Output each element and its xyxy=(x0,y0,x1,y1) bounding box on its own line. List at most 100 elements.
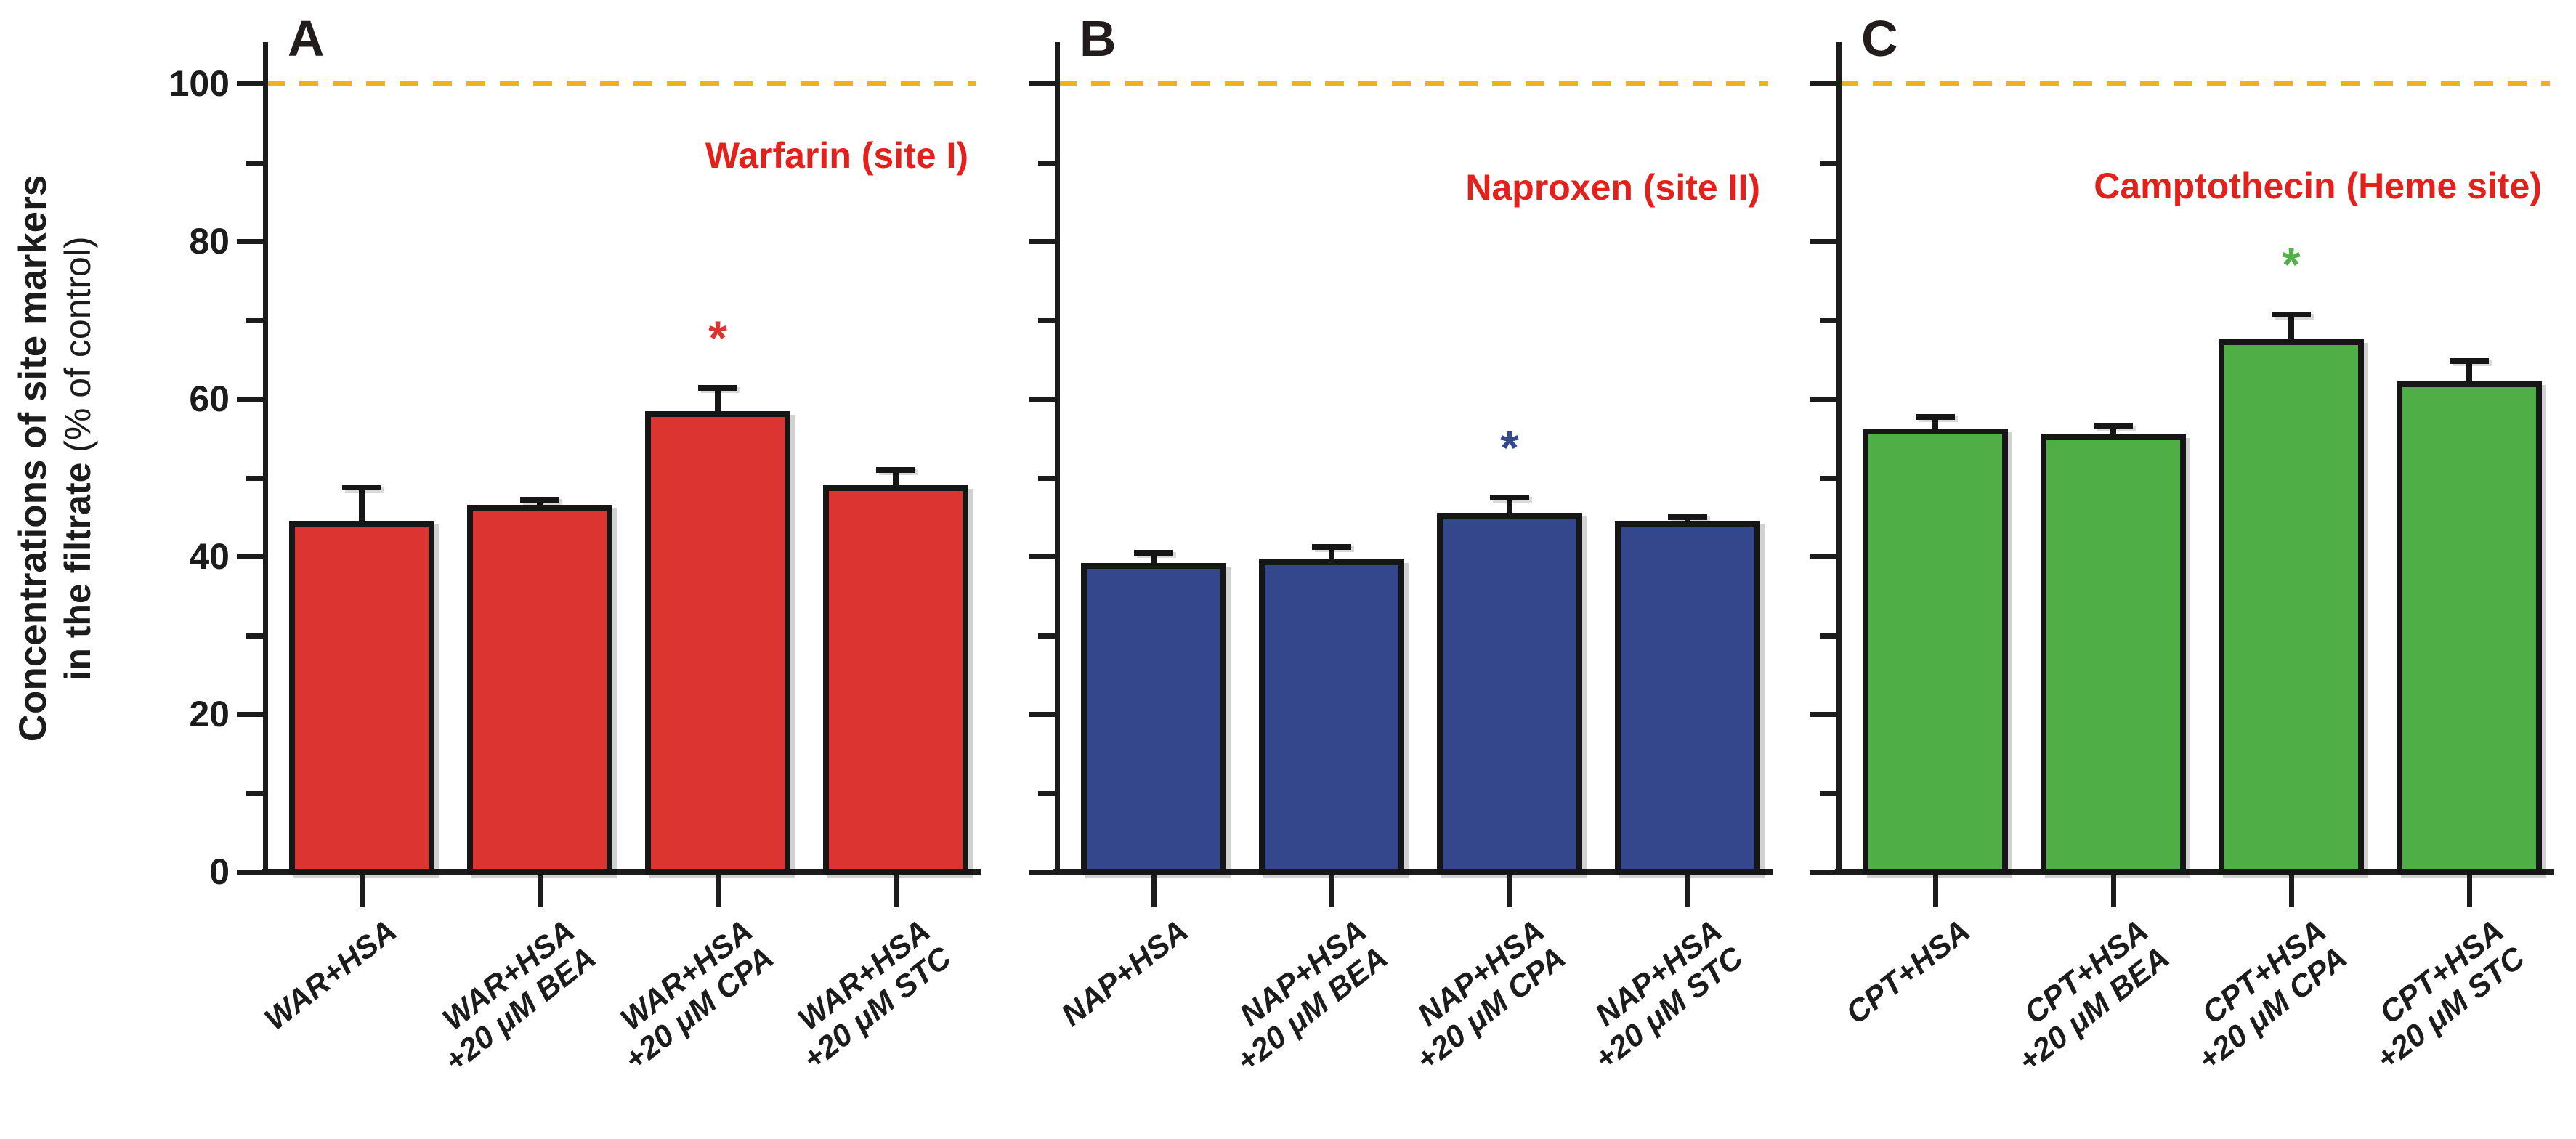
y-axis-minor-tick xyxy=(1038,790,1055,796)
error-bar-stem xyxy=(893,469,899,486)
significance-asterisk: * xyxy=(1500,420,1519,474)
y-axis-tick-label: 0 xyxy=(209,851,230,892)
y-axis-minor-tick xyxy=(1038,475,1055,481)
bar-c4 xyxy=(2397,381,2542,875)
bar-c3 xyxy=(2219,339,2364,875)
x-axis-tick xyxy=(1933,875,1938,907)
y-axis-major-tick xyxy=(1810,554,1836,559)
error-bar-cap xyxy=(342,484,381,490)
y-axis-minor-tick xyxy=(1820,160,1836,166)
panel-letter: A xyxy=(288,10,325,67)
bar-a3 xyxy=(645,411,790,875)
bar-b3 xyxy=(1437,513,1582,875)
y-axis-minor-tick xyxy=(246,475,263,481)
y-axis-major-tick xyxy=(1810,239,1836,244)
y-axis-major-tick xyxy=(237,554,263,559)
panel-title: Camptothecin (Heme site) xyxy=(2094,166,2542,206)
x-category-label: WAR+HSA xyxy=(258,913,403,1038)
x-category-label: NAP+HSA +20 μM STC xyxy=(1568,913,1750,1077)
y-axis-major-tick xyxy=(1029,81,1055,86)
y-axis-minor-tick xyxy=(246,633,263,639)
y-axis-minor-tick xyxy=(1820,475,1836,481)
error-bar-stem xyxy=(2288,314,2294,339)
panel-c: C Camptothecin (Heme site) CPT+HSA CPT+HSA +… xyxy=(1810,0,2554,1139)
y-axis-tick-label: 100 xyxy=(169,63,230,104)
error-bar-stem xyxy=(1151,552,1157,563)
bar-c2 xyxy=(2041,434,2186,875)
error-bar-cap xyxy=(2272,311,2311,317)
panel-letter: B xyxy=(1080,10,1117,67)
bar-b1 xyxy=(1081,562,1226,875)
bar-b4 xyxy=(1615,521,1760,875)
y-axis-label: Concentrations of site markers in the fi… xyxy=(11,4,105,912)
reference-line-100 xyxy=(266,81,976,86)
y-axis-spine xyxy=(1836,42,1842,875)
x-category-label: CPT+HSA +20 μM CPA xyxy=(2171,913,2354,1077)
y-axis-major-tick xyxy=(237,870,263,875)
y-axis-minor-tick xyxy=(1820,790,1836,796)
bar-a1 xyxy=(289,521,434,875)
y-axis-major-tick xyxy=(237,712,263,717)
x-category-label-line: WAR+HSA xyxy=(258,913,403,1038)
x-axis-line xyxy=(1053,869,1773,875)
y-axis-minor-tick xyxy=(1820,633,1836,639)
y-axis-minor-tick xyxy=(1038,317,1055,323)
error-bar-cap xyxy=(1668,514,1707,520)
error-bar-cap xyxy=(698,384,737,391)
y-axis-major-tick xyxy=(237,239,263,244)
reference-line-100 xyxy=(1839,81,2550,86)
y-axis-major-tick xyxy=(1029,397,1055,402)
y-axis-minor-tick xyxy=(1038,633,1055,639)
x-category-label: NAP+HSA +20 μM CPA xyxy=(1389,913,1572,1077)
bar-a4 xyxy=(823,485,968,875)
panel-letter: C xyxy=(1861,10,1898,67)
panel-title: Warfarin (site I) xyxy=(705,135,968,176)
x-category-label: NAP+HSA +20 μM BEA xyxy=(1209,913,1394,1079)
significance-asterisk: * xyxy=(2282,237,2301,291)
error-bar-stem xyxy=(1507,497,1512,514)
y-axis-label-line2: in the filtrate (% of control) xyxy=(56,4,100,912)
x-category-label: WAR+HSA +20 μM CPA xyxy=(597,913,780,1077)
y-axis-major-tick xyxy=(1810,712,1836,717)
x-axis-line xyxy=(262,869,981,875)
x-category-label-line: NAP+HSA xyxy=(1055,913,1195,1034)
error-bar-cap xyxy=(2094,423,2133,429)
error-bar-cap xyxy=(2450,357,2489,364)
error-bar-stem xyxy=(359,487,365,522)
error-bar-cap xyxy=(876,466,915,473)
y-axis-major-tick xyxy=(1029,554,1055,559)
error-bar-stem xyxy=(1932,416,1938,429)
y-axis-tick-label: 40 xyxy=(189,536,230,577)
y-axis-major-tick xyxy=(1029,870,1055,875)
x-category-label: CPT+HSA +20 μM STC xyxy=(2349,913,2532,1077)
error-bar-cap xyxy=(1312,543,1351,550)
y-axis-tick-label: 60 xyxy=(189,378,230,419)
x-axis-tick xyxy=(716,875,721,907)
y-axis-label-line2-regular: (% of control) xyxy=(57,236,98,463)
panel-b: B Naproxen (site II) NAP+HSA NAP+HSA +20 μM … xyxy=(1029,0,1773,1139)
error-bar-stem xyxy=(2110,426,2116,434)
y-axis-major-tick xyxy=(237,397,263,402)
y-axis-major-tick xyxy=(1810,870,1836,875)
bar-a2 xyxy=(467,505,612,875)
panel-title: Naproxen (site II) xyxy=(1465,167,1760,208)
x-axis-tick xyxy=(2467,875,2472,907)
x-axis-tick xyxy=(1329,875,1334,907)
y-axis-major-tick xyxy=(1810,397,1836,402)
x-category-label: NAP+HSA xyxy=(1055,913,1195,1034)
y-axis-minor-tick xyxy=(1820,317,1836,323)
bar-b2 xyxy=(1259,559,1404,875)
reference-line-100 xyxy=(1058,81,1768,86)
x-category-label-line: CPT+HSA xyxy=(1839,913,1977,1031)
x-category-label: CPT+HSA xyxy=(1839,913,1977,1031)
y-axis-major-tick xyxy=(1029,239,1055,244)
y-axis-major-tick xyxy=(237,81,263,86)
x-category-label: WAR+HSA +20 μM STC xyxy=(776,913,958,1077)
y-axis-tick-label: 20 xyxy=(189,694,230,734)
error-bar-stem xyxy=(715,387,721,412)
x-axis-line xyxy=(1835,869,2554,875)
error-bar-cap xyxy=(520,496,559,503)
y-axis-label-line1: Concentrations of site markers xyxy=(12,174,54,742)
y-axis-spine xyxy=(263,42,268,875)
significance-asterisk: * xyxy=(708,310,727,365)
